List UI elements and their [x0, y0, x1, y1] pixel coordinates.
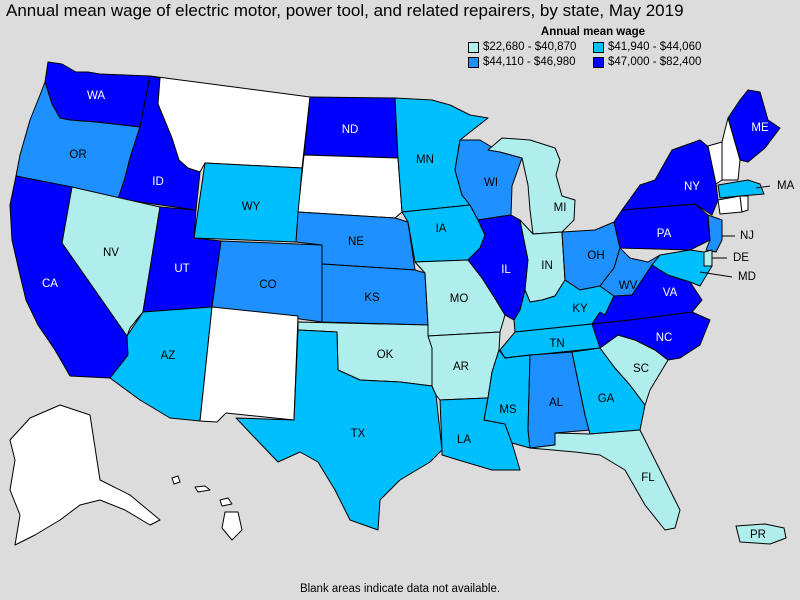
state-label-pr: PR: [750, 529, 766, 541]
legend-swatch-class-3: [468, 56, 479, 68]
state-label-mi: MI: [554, 202, 567, 214]
state-label-ne: NE: [348, 236, 364, 248]
state-label-wv: WV: [619, 280, 638, 292]
state-label-ca: CA: [42, 278, 58, 290]
state-label-tn: TN: [549, 338, 564, 350]
state-wi: [454, 139, 523, 221]
callout-leader-lines: [699, 185, 771, 278]
legend-item-class-2: $41,940 - $44,060: [593, 41, 718, 53]
state-label-ar: AR: [453, 361, 469, 373]
state-label-me: ME: [751, 122, 769, 134]
state-pr: [735, 523, 787, 545]
leader-line-ma: [755, 185, 771, 189]
state-label-in: IN: [541, 260, 553, 272]
state-label-ut: UT: [174, 263, 189, 275]
state-labels: WA OR CA ID NV UT AZ WY CO ND NE KS OK TX MN IA MO AR LA WI…: [42, 90, 795, 541]
state-label-ks: KS: [364, 292, 380, 304]
state-nj: [705, 214, 723, 253]
state-sd: [297, 154, 403, 219]
state-de: [703, 249, 713, 267]
legend-swatch-class-1: [468, 41, 479, 53]
state-ct: [717, 195, 743, 215]
state-wv: [599, 247, 661, 297]
state-label-az: AZ: [161, 350, 176, 362]
state-label-id: ID: [152, 176, 164, 188]
state-label-la: LA: [457, 434, 471, 446]
state-label-ky: KY: [572, 303, 588, 315]
state-label-de: DE: [733, 252, 749, 264]
legend-label-class-3: $44,110 - $46,980: [483, 56, 576, 68]
state-label-ny: NY: [684, 181, 700, 193]
legend-label-class-4: $47,000 - $82,400: [608, 56, 702, 68]
state-tx: [235, 329, 443, 531]
state-label-va: VA: [663, 287, 678, 299]
state-ak: [9, 404, 161, 546]
state-label-ia: IA: [436, 223, 447, 235]
state-label-nj: NJ: [740, 230, 754, 242]
state-mi: [487, 137, 576, 235]
state-label-co: CO: [259, 279, 276, 291]
state-label-pa: PA: [657, 228, 672, 240]
state-label-nc: NC: [656, 332, 673, 344]
state-label-il: IL: [501, 264, 511, 276]
state-label-mn: MN: [416, 154, 434, 166]
legend-label-class-2: $41,940 - $44,060: [608, 41, 702, 53]
state-ri: [739, 195, 749, 213]
state-label-al: AL: [549, 397, 564, 409]
legend-item-class-1: $22,680 - $40,870: [468, 41, 593, 53]
legend-swatch-class-4: [593, 56, 604, 68]
state-label-fl: FL: [641, 472, 655, 484]
state-nh: [721, 117, 741, 181]
states-layer: [9, 61, 787, 546]
state-hi: [171, 475, 243, 541]
state-label-ok: OK: [377, 349, 394, 361]
footnote: Blank areas indicate data not available.: [299, 583, 501, 595]
legend-title: Annual mean wage: [540, 26, 646, 38]
state-fl: [529, 429, 681, 531]
state-label-tx: TX: [351, 428, 366, 440]
state-md: [651, 249, 713, 287]
state-label-wi: WI: [484, 177, 498, 189]
state-label-md: MD: [738, 271, 756, 283]
state-label-oh: OH: [587, 250, 604, 262]
legend-swatch-class-2: [593, 41, 604, 53]
state-label-ga: GA: [598, 393, 615, 405]
state-label-ms: MS: [499, 404, 517, 416]
state-label-or: OR: [69, 149, 86, 161]
state-label-ma: MA: [777, 180, 795, 192]
state-label-nd: ND: [342, 124, 359, 136]
leader-line-md: [699, 271, 733, 278]
state-label-nv: NV: [103, 247, 119, 259]
map-title: Annual mean wage of electric motor, powe…: [6, 1, 684, 20]
legend-item-class-4: $47,000 - $82,400: [593, 56, 718, 68]
legend-item-class-3: $44,110 - $46,980: [468, 56, 593, 68]
state-me: [727, 89, 781, 163]
legend: Annual mean wage $22,680 - $40,870 $41,9…: [468, 26, 718, 68]
state-label-mo: MO: [450, 293, 469, 305]
state-label-wy: WY: [242, 201, 261, 213]
state-nm: [199, 306, 299, 423]
state-pa: [613, 203, 711, 251]
state-label-sc: SC: [633, 363, 649, 375]
legend-label-class-1: $22,680 - $40,870: [483, 41, 577, 53]
state-ma: [717, 179, 765, 199]
state-label-wa: WA: [87, 90, 105, 102]
state-ny: [621, 139, 719, 216]
